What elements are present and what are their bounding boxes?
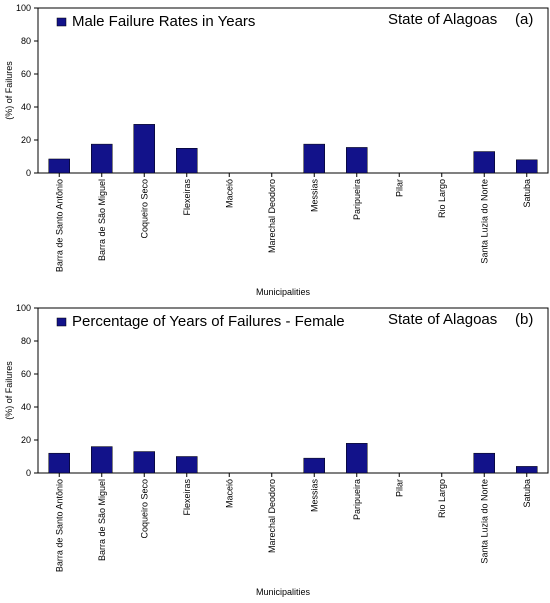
- category-label: Paripueira: [352, 479, 362, 520]
- category-label: Marechal Deodoro: [267, 479, 277, 553]
- y-tick-label: 0: [26, 468, 31, 478]
- category-label: Santa Luzia do Norte: [479, 479, 489, 564]
- y-axis-label: (%) of Failures: [4, 361, 14, 420]
- y-tick-label: 40: [21, 102, 31, 112]
- x-axis-label: Municipalities: [256, 587, 311, 597]
- bar-7: [303, 143, 325, 174]
- state-annotation: State of Alagoas: [388, 311, 497, 328]
- bar-3: [133, 451, 155, 474]
- bar-11: [473, 452, 495, 474]
- category-label: Maceió: [224, 479, 234, 508]
- category-label: Coqueiro Seco: [139, 179, 149, 239]
- category-label: Rio Largo: [437, 479, 447, 518]
- y-axis-label: (%) of Failures: [4, 61, 14, 120]
- bar-8: [346, 147, 368, 174]
- category-label: Barra de São Miguel: [97, 179, 107, 261]
- category-label: Flexeiras: [182, 179, 192, 216]
- category-label: Marechal Deodoro: [267, 179, 277, 253]
- state-annotation: State of Alagoas: [388, 11, 497, 28]
- bar-4: [176, 148, 198, 174]
- y-tick-label: 100: [16, 303, 31, 313]
- bar-11: [473, 151, 495, 174]
- chart-panel-2: 0 20 40 60 80 100 (%) of Failures Barra de Sant…: [4, 303, 549, 597]
- panel-label: (b): [515, 311, 533, 328]
- category-label: Paripueira: [352, 179, 362, 220]
- category-label: Barra de Santo Antônio: [54, 179, 64, 272]
- y-tick-label: 0: [26, 168, 31, 178]
- panel-label: (a): [515, 11, 533, 28]
- category-label: Messias: [309, 479, 319, 513]
- bar-12: [516, 466, 538, 474]
- bar-1: [48, 158, 70, 174]
- bar-1: [48, 452, 70, 474]
- chart-panel-1: 0 20 40 60 80 100 (%) of Failures Barra de Sant…: [4, 3, 549, 297]
- bar-4: [176, 456, 198, 474]
- legend-label: Male Failure Rates in Years: [72, 13, 255, 30]
- category-label: Rio Largo: [437, 179, 447, 218]
- y-tick-label: 80: [21, 336, 31, 346]
- category-label: Santa Luzia do Norte: [479, 179, 489, 264]
- y-tick-label: 20: [21, 435, 31, 445]
- y-tick-label: 60: [21, 369, 31, 379]
- bar-8: [346, 443, 368, 474]
- bar-7: [303, 457, 325, 474]
- category-label: Barra de Santo Antônio: [54, 479, 64, 572]
- bar-3: [133, 124, 155, 174]
- legend-swatch: [56, 17, 67, 27]
- category-label: Coqueiro Seco: [139, 479, 149, 539]
- y-tick-label: 100: [16, 3, 31, 13]
- y-tick-label: 20: [21, 135, 31, 145]
- category-label: Pilar: [394, 179, 404, 197]
- bar-12: [516, 159, 538, 174]
- plot-frame: [37, 7, 549, 174]
- plot-frame: [37, 307, 549, 474]
- y-tick-label: 60: [21, 69, 31, 79]
- legend-swatch: [56, 317, 67, 327]
- category-label: Maceió: [224, 179, 234, 208]
- bar-2: [91, 446, 113, 474]
- legend-label: Percentage of Years of Failures - Female: [72, 313, 345, 330]
- category-label: Satuba: [522, 179, 532, 208]
- category-label: Barra de São Miguel: [97, 479, 107, 561]
- y-tick-label: 80: [21, 36, 31, 46]
- y-tick-label: 40: [21, 402, 31, 412]
- category-label: Pilar: [394, 479, 404, 497]
- category-label: Flexeiras: [182, 479, 192, 516]
- bar-2: [91, 143, 113, 174]
- category-label: Messias: [309, 179, 319, 213]
- category-label: Satuba: [522, 479, 532, 508]
- x-axis-label: Municipalities: [256, 287, 311, 297]
